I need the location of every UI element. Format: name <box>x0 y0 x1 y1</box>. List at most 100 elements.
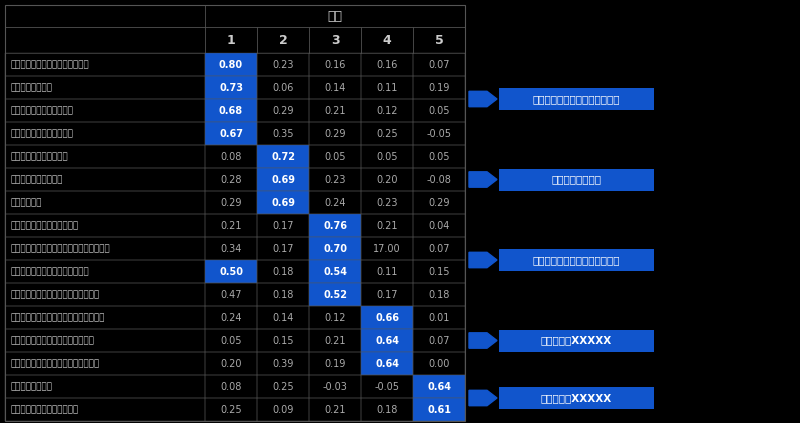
Bar <box>361 76 413 99</box>
Bar <box>257 191 309 214</box>
Text: 洗っているときの泡どおりがいい: 洗っているときの泡どおりがいい <box>11 267 90 276</box>
Bar <box>413 76 465 99</box>
Bar <box>257 214 309 237</box>
Text: 0.16: 0.16 <box>324 60 346 69</box>
Bar <box>361 122 413 145</box>
Bar <box>361 306 413 329</box>
Bar <box>205 352 257 375</box>
Bar <box>309 168 361 191</box>
Text: 0.11: 0.11 <box>376 266 398 277</box>
Bar <box>257 237 309 260</box>
Bar <box>257 283 309 306</box>
Bar <box>361 237 413 260</box>
Bar <box>205 53 257 76</box>
Text: 0.25: 0.25 <box>272 382 294 392</box>
Bar <box>309 260 361 283</box>
Bar <box>309 237 361 260</box>
Bar <box>413 27 465 53</box>
Bar <box>413 168 465 191</box>
Text: 0.05: 0.05 <box>428 151 450 162</box>
Bar <box>361 191 413 214</box>
Text: 因子: 因子 <box>327 9 342 22</box>
Text: -0.08: -0.08 <box>426 175 451 184</box>
Text: 1: 1 <box>226 33 235 47</box>
Bar <box>205 99 257 122</box>
Text: 0.68: 0.68 <box>219 105 243 115</box>
Bar <box>5 53 205 76</box>
Text: 第５因子：XXXXX: 第５因子：XXXXX <box>541 393 612 403</box>
Text: 0.21: 0.21 <box>324 105 346 115</box>
Text: 0.61: 0.61 <box>427 404 451 415</box>
Text: 0.12: 0.12 <box>324 313 346 322</box>
Bar <box>361 352 413 375</box>
Bar <box>413 237 465 260</box>
Bar <box>309 27 361 53</box>
Bar <box>413 122 465 145</box>
Bar <box>309 191 361 214</box>
Text: 0.19: 0.19 <box>324 359 346 368</box>
Bar <box>205 329 257 352</box>
Text: 0.21: 0.21 <box>376 220 398 231</box>
Text: 日本の女性にぴったりなイメージがある: 日本の女性にぴったりなイメージがある <box>11 313 106 322</box>
FancyArrow shape <box>469 252 497 268</box>
Text: 17.00: 17.00 <box>373 244 401 253</box>
Text: 0.15: 0.15 <box>428 266 450 277</box>
Bar <box>5 76 205 99</box>
Bar <box>413 145 465 168</box>
Bar <box>205 214 257 237</box>
Text: 0.28: 0.28 <box>220 175 242 184</box>
Text: 第４因子：XXXXX: 第４因子：XXXXX <box>541 335 612 346</box>
Bar <box>413 260 465 283</box>
Bar <box>257 145 309 168</box>
Text: 0.17: 0.17 <box>272 220 294 231</box>
Text: 第２因子：高級感: 第２因子：高級感 <box>551 175 602 184</box>
Text: 第１因子：機能的ベネフィット: 第１因子：機能的ベネフィット <box>533 94 620 104</box>
Text: 0.80: 0.80 <box>219 60 243 69</box>
Text: 0.69: 0.69 <box>271 198 295 208</box>
Bar <box>257 398 309 421</box>
Text: 0.00: 0.00 <box>428 359 450 368</box>
Bar <box>413 375 465 398</box>
Text: 0.21: 0.21 <box>324 335 346 346</box>
Bar <box>257 27 309 53</box>
Text: 0.01: 0.01 <box>428 313 450 322</box>
Text: 手頃な値段である: 手頃な値段である <box>11 382 53 391</box>
Bar <box>5 237 205 260</box>
Text: 0.15: 0.15 <box>272 335 294 346</box>
Text: 0.05: 0.05 <box>428 105 450 115</box>
Text: 0.24: 0.24 <box>324 198 346 208</box>
Bar <box>257 122 309 145</box>
Bar <box>361 99 413 122</box>
Bar <box>413 99 465 122</box>
Bar <box>205 76 257 99</box>
Text: 0.64: 0.64 <box>427 382 451 392</box>
Bar <box>309 214 361 237</box>
Bar <box>205 122 257 145</box>
Bar <box>499 249 654 271</box>
Text: 0.08: 0.08 <box>220 382 242 392</box>
Text: 5: 5 <box>434 33 443 47</box>
Bar <box>205 5 465 27</box>
Text: 0.07: 0.07 <box>428 335 450 346</box>
Text: 0.24: 0.24 <box>220 313 242 322</box>
Text: 0.06: 0.06 <box>272 82 294 93</box>
Bar <box>257 329 309 352</box>
Bar <box>309 122 361 145</box>
Text: 0.12: 0.12 <box>376 105 398 115</box>
Bar <box>413 53 465 76</box>
Text: 0.52: 0.52 <box>323 289 347 299</box>
Text: 0.19: 0.19 <box>428 82 450 93</box>
Bar <box>361 329 413 352</box>
Bar <box>5 145 205 168</box>
Text: 高級感がある: 高級感がある <box>11 198 42 207</box>
Bar <box>257 352 309 375</box>
Bar <box>205 191 257 214</box>
Text: 0.47: 0.47 <box>220 289 242 299</box>
Bar <box>413 398 465 421</box>
Bar <box>5 375 205 398</box>
Bar <box>257 306 309 329</box>
FancyArrow shape <box>469 333 497 348</box>
Bar <box>205 260 257 283</box>
Bar <box>5 283 205 306</box>
Text: 0.04: 0.04 <box>428 220 450 231</box>
